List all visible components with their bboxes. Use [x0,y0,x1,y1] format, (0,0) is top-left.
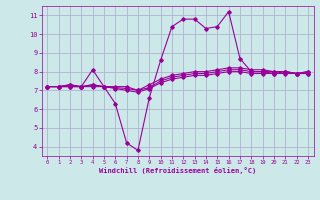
X-axis label: Windchill (Refroidissement éolien,°C): Windchill (Refroidissement éolien,°C) [99,167,256,174]
